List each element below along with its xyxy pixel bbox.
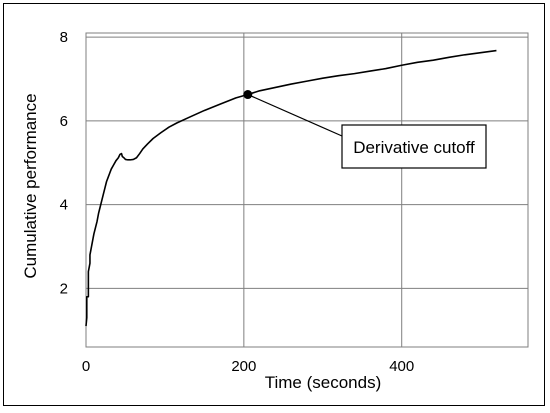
- x-axis-title: Time (seconds): [265, 373, 382, 392]
- x-tick-label: 0: [82, 358, 90, 375]
- derivative-cutoff-marker: [243, 90, 253, 100]
- x-tick-label: 200: [231, 358, 256, 375]
- y-tick-label: 6: [60, 113, 68, 130]
- y-tick-label: 2: [60, 280, 68, 297]
- y-axis-title: Cumulative performance: [21, 93, 40, 278]
- tick-labels: 2 4 6 8 0 200 400: [60, 29, 415, 375]
- annotation-label: Derivative cutoff: [353, 138, 475, 157]
- y-tick-label: 8: [60, 29, 68, 46]
- annotation-leader-line: [247, 93, 343, 137]
- plot-area-border: [85, 32, 529, 348]
- x-tick-label: 400: [389, 358, 414, 375]
- annotation-box: [341, 124, 487, 169]
- y-tick-label: 4: [60, 197, 68, 214]
- grid-lines: [85, 32, 529, 348]
- series-line-cumulative-performance: [85, 49, 497, 327]
